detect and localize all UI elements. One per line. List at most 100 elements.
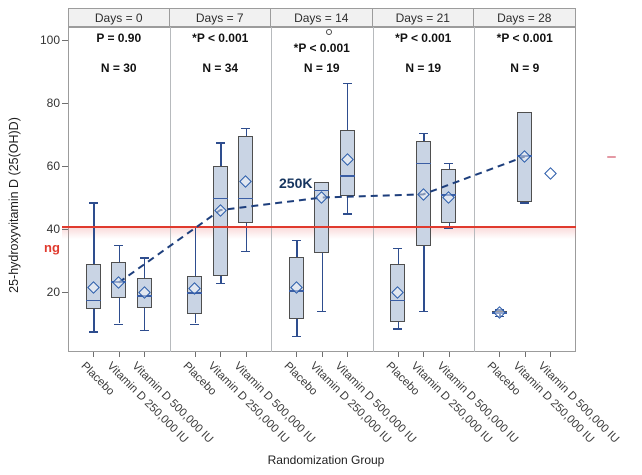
whisker-cap (317, 310, 327, 313)
p-value-label: P = 0.90 (96, 31, 142, 45)
box-whisker (499, 314, 501, 316)
p-value-label: *P < 0.001 (496, 31, 553, 45)
right-margin-red-dash (607, 156, 616, 158)
whisker-cap (139, 329, 149, 332)
x-tick (423, 352, 425, 357)
y-tick (62, 166, 68, 167)
panel-header: Days = 0 (68, 8, 170, 27)
box-whisker (448, 222, 450, 228)
x-tick (499, 352, 501, 357)
x-tick (93, 352, 95, 357)
box-iqr (390, 263, 406, 322)
box-whisker (448, 162, 450, 170)
whisker-cap (291, 336, 301, 338)
panel-header: Days = 21 (371, 8, 474, 27)
panel-separator (271, 27, 272, 352)
box-iqr (314, 181, 330, 253)
whisker-cap (342, 82, 352, 84)
box-iqr (339, 129, 355, 196)
reference-line (62, 226, 576, 229)
panel-header: Days = 7 (168, 8, 271, 27)
box-whisker (245, 222, 247, 252)
x-tick (550, 352, 552, 357)
x-tick (347, 352, 349, 357)
whisker-cap (418, 132, 428, 135)
y-tick-label: 80 (46, 96, 60, 110)
panel-separator (372, 27, 374, 352)
box-whisker (194, 225, 197, 277)
box-whisker (144, 257, 146, 278)
box-iqr (136, 277, 152, 308)
y-tick (62, 103, 68, 104)
y-tick-label: 40 (46, 222, 60, 236)
n-count-label: N = 19 (405, 62, 442, 72)
y-tick (62, 229, 68, 230)
box-median (441, 194, 457, 196)
x-tick (448, 352, 450, 357)
p-value-label: *P < 0.001 (293, 41, 350, 55)
x-tick (245, 352, 247, 357)
y-tick-label: 20 (46, 285, 60, 299)
x-tick (144, 352, 146, 357)
n-count-label: N = 9 (510, 62, 540, 72)
y-tick (62, 40, 68, 41)
box-iqr (187, 276, 203, 315)
panel-separator (474, 27, 475, 352)
x-tick (524, 352, 526, 357)
box-median (212, 197, 228, 200)
y-tick-label: 100 (39, 33, 60, 47)
box-median (314, 189, 330, 192)
box-iqr (85, 263, 101, 310)
whisker-cap (393, 247, 403, 250)
box-median (491, 312, 507, 315)
x-tick (118, 352, 120, 357)
box-whisker (220, 142, 222, 166)
box-iqr (111, 262, 127, 299)
whisker-cap (139, 257, 149, 259)
box-whisker (144, 307, 146, 330)
box-whisker (423, 246, 425, 311)
box-whisker (194, 314, 197, 324)
panel-separator (169, 27, 171, 352)
box-median (390, 299, 406, 302)
whisker-cap (418, 310, 428, 313)
y-tick-label: 60 (46, 159, 60, 173)
trend-line-label: 250K (279, 175, 313, 191)
box-whisker (347, 82, 349, 130)
box-median (136, 295, 152, 297)
box-whisker (93, 309, 95, 332)
whisker-cap (215, 142, 225, 144)
n-count-label: N = 34 (202, 62, 239, 72)
box-whisker (118, 298, 121, 324)
n-count-label: N = 19 (303, 62, 340, 72)
whisker-cap (241, 251, 251, 253)
p-value-label: *P < 0.001 (192, 31, 249, 45)
whisker-cap (88, 331, 98, 333)
whisker-cap (494, 315, 504, 317)
whisker-cap (215, 282, 225, 284)
box-median (288, 290, 304, 293)
whisker-cap (342, 213, 352, 215)
x-tick (296, 352, 298, 357)
box-iqr (238, 136, 254, 223)
box-whisker (93, 202, 95, 264)
whisker-cap (241, 128, 251, 130)
box-whisker (296, 240, 298, 258)
panel-header: Days = 28 (473, 8, 576, 27)
whisker-cap (190, 323, 200, 325)
whisker-cap (494, 309, 504, 311)
box-median (517, 154, 533, 157)
whisker-cap (444, 162, 454, 165)
p-value-label: *P < 0.001 (395, 31, 452, 45)
box-whisker (423, 132, 425, 141)
outlier-marker (325, 29, 332, 36)
whisker-cap (291, 240, 301, 242)
box-median (85, 299, 101, 302)
box-whisker (397, 321, 400, 329)
box-whisker (118, 244, 121, 263)
x-tick (397, 352, 399, 357)
box-whisker (397, 247, 400, 264)
whisker-cap (88, 202, 98, 204)
